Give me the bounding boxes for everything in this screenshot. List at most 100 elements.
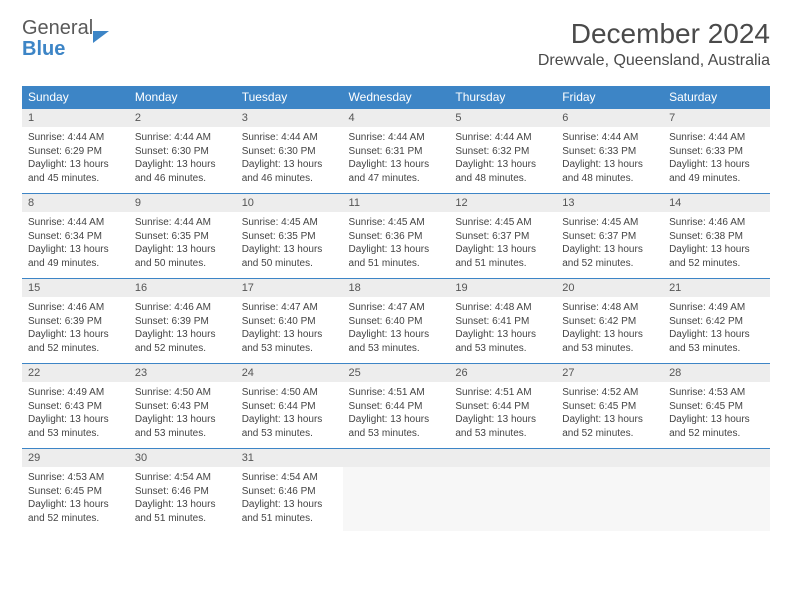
- header: General Blue December 2024 Drewvale, Que…: [22, 18, 770, 70]
- day-number: 5: [449, 109, 556, 127]
- calendar-table: SundayMondayTuesdayWednesdayThursdayFrid…: [22, 86, 770, 533]
- day-details: Sunrise: 4:47 AMSunset: 6:40 PMDaylight:…: [236, 297, 343, 363]
- day-number: 20: [556, 279, 663, 297]
- calendar-header-row: SundayMondayTuesdayWednesdayThursdayFrid…: [22, 86, 770, 109]
- calendar-day: 15Sunrise: 4:46 AMSunset: 6:39 PMDayligh…: [22, 279, 129, 364]
- calendar-day: 23Sunrise: 4:50 AMSunset: 6:43 PMDayligh…: [129, 364, 236, 449]
- day-details: Sunrise: 4:53 AMSunset: 6:45 PMDaylight:…: [22, 467, 129, 533]
- day-number: 3: [236, 109, 343, 127]
- weekday-header: Thursday: [449, 86, 556, 109]
- day-number-empty: [663, 449, 770, 467]
- day-details: Sunrise: 4:53 AMSunset: 6:45 PMDaylight:…: [663, 382, 770, 448]
- day-details: Sunrise: 4:45 AMSunset: 6:36 PMDaylight:…: [343, 212, 450, 278]
- day-number: 14: [663, 194, 770, 212]
- calendar-day: 7Sunrise: 4:44 AMSunset: 6:33 PMDaylight…: [663, 109, 770, 194]
- calendar-day: 9Sunrise: 4:44 AMSunset: 6:35 PMDaylight…: [129, 194, 236, 279]
- day-details: Sunrise: 4:54 AMSunset: 6:46 PMDaylight:…: [129, 467, 236, 533]
- weekday-header: Wednesday: [343, 86, 450, 109]
- calendar-day: 12Sunrise: 4:45 AMSunset: 6:37 PMDayligh…: [449, 194, 556, 279]
- day-details: Sunrise: 4:47 AMSunset: 6:40 PMDaylight:…: [343, 297, 450, 363]
- day-details: Sunrise: 4:49 AMSunset: 6:43 PMDaylight:…: [22, 382, 129, 448]
- calendar-day-empty: [449, 449, 556, 534]
- logo-line2: Blue: [22, 38, 65, 60]
- day-details: Sunrise: 4:44 AMSunset: 6:30 PMDaylight:…: [236, 127, 343, 193]
- day-number: 7: [663, 109, 770, 127]
- day-details: Sunrise: 4:45 AMSunset: 6:35 PMDaylight:…: [236, 212, 343, 278]
- weekday-header: Monday: [129, 86, 236, 109]
- day-details: Sunrise: 4:48 AMSunset: 6:42 PMDaylight:…: [556, 297, 663, 363]
- day-number: 19: [449, 279, 556, 297]
- calendar-day: 17Sunrise: 4:47 AMSunset: 6:40 PMDayligh…: [236, 279, 343, 364]
- day-details: Sunrise: 4:44 AMSunset: 6:35 PMDaylight:…: [129, 212, 236, 278]
- day-details: Sunrise: 4:46 AMSunset: 6:39 PMDaylight:…: [129, 297, 236, 363]
- calendar-day: 6Sunrise: 4:44 AMSunset: 6:33 PMDaylight…: [556, 109, 663, 194]
- calendar-day: 14Sunrise: 4:46 AMSunset: 6:38 PMDayligh…: [663, 194, 770, 279]
- day-number: 8: [22, 194, 129, 212]
- calendar-day-empty: [343, 449, 450, 534]
- day-number: 26: [449, 364, 556, 382]
- day-number: 28: [663, 364, 770, 382]
- day-details-empty: [449, 467, 556, 531]
- day-number: 4: [343, 109, 450, 127]
- day-number: 15: [22, 279, 129, 297]
- day-details: Sunrise: 4:44 AMSunset: 6:31 PMDaylight:…: [343, 127, 450, 193]
- location-subtitle: Drewvale, Queensland, Australia: [538, 52, 770, 70]
- day-number: 24: [236, 364, 343, 382]
- day-details: Sunrise: 4:50 AMSunset: 6:44 PMDaylight:…: [236, 382, 343, 448]
- day-number: 21: [663, 279, 770, 297]
- day-number-empty: [449, 449, 556, 467]
- day-number: 1: [22, 109, 129, 127]
- day-number: 29: [22, 449, 129, 467]
- logo-line1: General: [22, 17, 93, 39]
- day-number-empty: [556, 449, 663, 467]
- day-details: Sunrise: 4:44 AMSunset: 6:34 PMDaylight:…: [22, 212, 129, 278]
- day-number: 9: [129, 194, 236, 212]
- calendar-day: 10Sunrise: 4:45 AMSunset: 6:35 PMDayligh…: [236, 194, 343, 279]
- calendar-day: 22Sunrise: 4:49 AMSunset: 6:43 PMDayligh…: [22, 364, 129, 449]
- day-details: Sunrise: 4:44 AMSunset: 6:32 PMDaylight:…: [449, 127, 556, 193]
- calendar-day: 2Sunrise: 4:44 AMSunset: 6:30 PMDaylight…: [129, 109, 236, 194]
- calendar-day: 21Sunrise: 4:49 AMSunset: 6:42 PMDayligh…: [663, 279, 770, 364]
- day-number: 2: [129, 109, 236, 127]
- day-details: Sunrise: 4:45 AMSunset: 6:37 PMDaylight:…: [449, 212, 556, 278]
- calendar-day-empty: [556, 449, 663, 534]
- calendar-day: 28Sunrise: 4:53 AMSunset: 6:45 PMDayligh…: [663, 364, 770, 449]
- calendar-day: 3Sunrise: 4:44 AMSunset: 6:30 PMDaylight…: [236, 109, 343, 194]
- calendar-day: 25Sunrise: 4:51 AMSunset: 6:44 PMDayligh…: [343, 364, 450, 449]
- calendar-day: 20Sunrise: 4:48 AMSunset: 6:42 PMDayligh…: [556, 279, 663, 364]
- day-number-empty: [343, 449, 450, 467]
- day-details: Sunrise: 4:44 AMSunset: 6:30 PMDaylight:…: [129, 127, 236, 193]
- calendar-day: 16Sunrise: 4:46 AMSunset: 6:39 PMDayligh…: [129, 279, 236, 364]
- day-number: 6: [556, 109, 663, 127]
- day-details: Sunrise: 4:51 AMSunset: 6:44 PMDaylight:…: [343, 382, 450, 448]
- page-title: December 2024: [538, 18, 770, 50]
- day-details-empty: [556, 467, 663, 531]
- day-details: Sunrise: 4:44 AMSunset: 6:33 PMDaylight:…: [556, 127, 663, 193]
- day-details-empty: [663, 467, 770, 531]
- calendar-day: 11Sunrise: 4:45 AMSunset: 6:36 PMDayligh…: [343, 194, 450, 279]
- title-block: December 2024 Drewvale, Queensland, Aust…: [538, 18, 770, 70]
- day-details: Sunrise: 4:52 AMSunset: 6:45 PMDaylight:…: [556, 382, 663, 448]
- day-number: 11: [343, 194, 450, 212]
- day-details: Sunrise: 4:49 AMSunset: 6:42 PMDaylight:…: [663, 297, 770, 363]
- day-details: Sunrise: 4:44 AMSunset: 6:29 PMDaylight:…: [22, 127, 129, 193]
- weekday-header: Sunday: [22, 86, 129, 109]
- day-number: 13: [556, 194, 663, 212]
- day-number: 10: [236, 194, 343, 212]
- day-details: Sunrise: 4:54 AMSunset: 6:46 PMDaylight:…: [236, 467, 343, 533]
- calendar-day: 18Sunrise: 4:47 AMSunset: 6:40 PMDayligh…: [343, 279, 450, 364]
- day-number: 25: [343, 364, 450, 382]
- calendar-day: 31Sunrise: 4:54 AMSunset: 6:46 PMDayligh…: [236, 449, 343, 534]
- day-number: 23: [129, 364, 236, 382]
- calendar-day: 8Sunrise: 4:44 AMSunset: 6:34 PMDaylight…: [22, 194, 129, 279]
- day-details: Sunrise: 4:44 AMSunset: 6:33 PMDaylight:…: [663, 127, 770, 193]
- day-number: 12: [449, 194, 556, 212]
- calendar-day: 1Sunrise: 4:44 AMSunset: 6:29 PMDaylight…: [22, 109, 129, 194]
- day-details: Sunrise: 4:46 AMSunset: 6:38 PMDaylight:…: [663, 212, 770, 278]
- day-number: 18: [343, 279, 450, 297]
- day-number: 16: [129, 279, 236, 297]
- calendar-day-empty: [663, 449, 770, 534]
- calendar-day: 19Sunrise: 4:48 AMSunset: 6:41 PMDayligh…: [449, 279, 556, 364]
- day-details: Sunrise: 4:48 AMSunset: 6:41 PMDaylight:…: [449, 297, 556, 363]
- logo-text: General Blue: [22, 18, 93, 60]
